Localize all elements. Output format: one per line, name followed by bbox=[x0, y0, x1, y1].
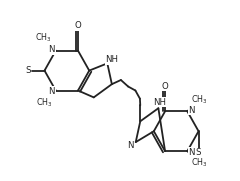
Text: NH: NH bbox=[105, 55, 118, 64]
Text: O: O bbox=[162, 82, 168, 91]
Text: N: N bbox=[188, 148, 195, 157]
Text: CH$_3$: CH$_3$ bbox=[36, 97, 52, 110]
Text: S: S bbox=[196, 148, 201, 157]
Text: N: N bbox=[188, 106, 195, 115]
Text: CH$_3$: CH$_3$ bbox=[35, 32, 51, 44]
Text: CH$_3$: CH$_3$ bbox=[191, 93, 208, 106]
Text: O: O bbox=[75, 21, 81, 30]
Text: N: N bbox=[48, 45, 55, 54]
Text: CH$_3$: CH$_3$ bbox=[191, 157, 208, 169]
Text: NH: NH bbox=[153, 98, 166, 107]
Text: N: N bbox=[127, 141, 134, 150]
Text: S: S bbox=[25, 66, 30, 75]
Text: N: N bbox=[48, 87, 55, 96]
